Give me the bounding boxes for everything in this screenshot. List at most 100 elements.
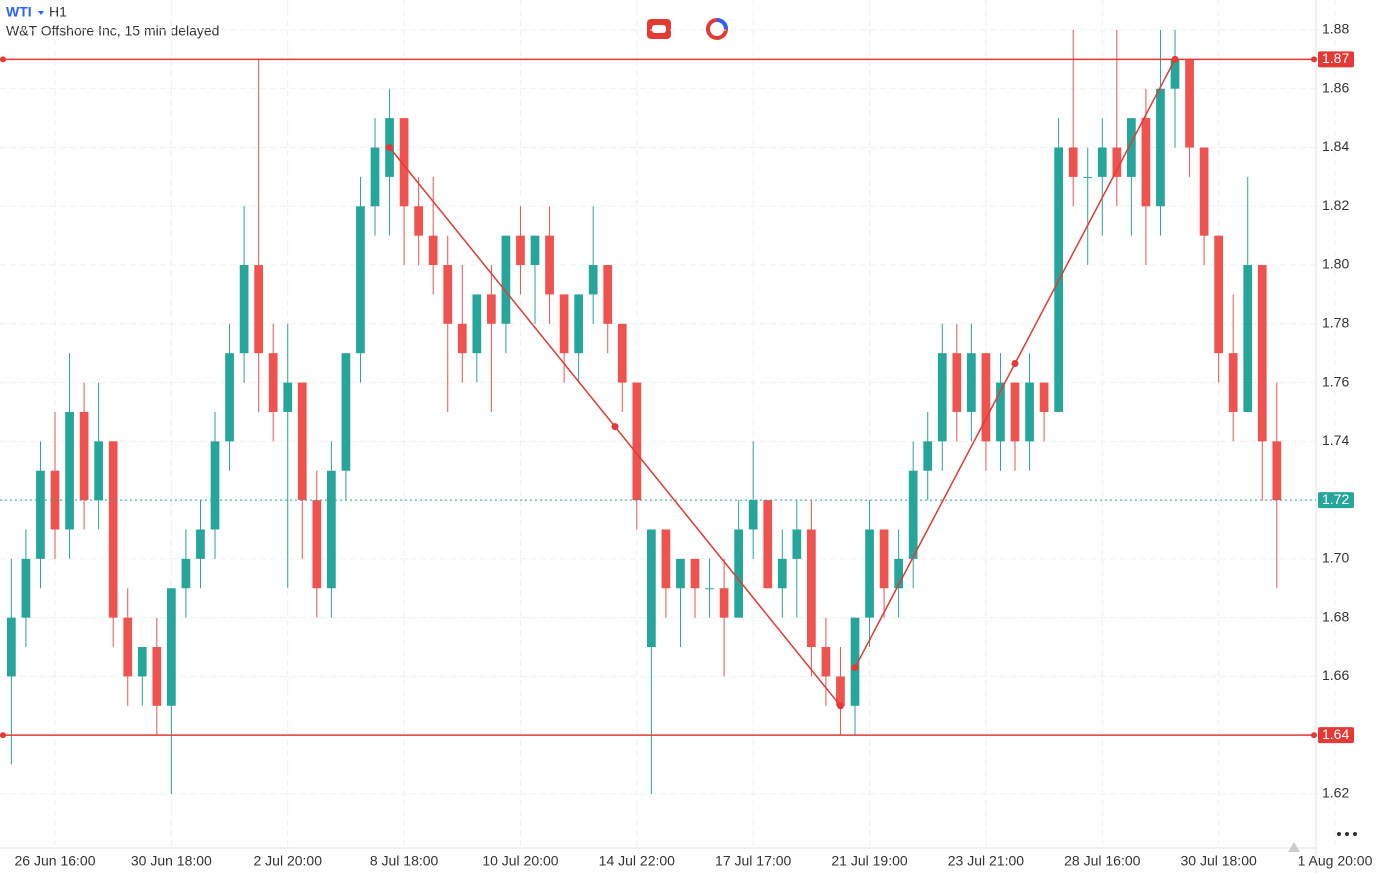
candle-body (719, 588, 729, 618)
x-tick-label: 30 Jul 18:00 (1180, 853, 1256, 869)
x-tick-label: 30 Jun 18:00 (131, 853, 212, 869)
y-tick-label: 1.76 (1322, 373, 1349, 389)
candle-body (414, 206, 424, 236)
x-tick-label: 10 Jul 20:00 (482, 853, 558, 869)
trend-midpoint (611, 423, 619, 431)
x-tick-label: 8 Jul 18:00 (370, 853, 439, 869)
more-menu[interactable] (1337, 832, 1357, 836)
clock-icon-arc (716, 18, 728, 30)
symbol[interactable]: WTI (6, 4, 32, 20)
trend-handle (851, 664, 859, 672)
candle-body (370, 147, 380, 207)
candle-body (937, 353, 947, 442)
x-tick-label: 28 Jul 16:00 (1064, 853, 1140, 869)
trend-handle (386, 144, 394, 152)
candle-body (734, 529, 744, 618)
candle-body (647, 529, 656, 648)
candle-body (327, 470, 336, 589)
candle-body (94, 441, 104, 501)
candle-body (908, 470, 918, 559)
candle-body (588, 265, 598, 295)
candle-body (1228, 353, 1238, 412)
candle-body (1214, 235, 1224, 354)
plot (0, 0, 1336, 848)
candle-body (865, 529, 874, 618)
candle-body (792, 529, 802, 559)
candle-body (850, 617, 860, 706)
candle-body (65, 411, 74, 530)
x-tick-label: 26 Jun 16:00 (15, 853, 96, 869)
candle-body (1272, 441, 1282, 501)
candle-body (7, 617, 16, 677)
candle-body (167, 588, 176, 706)
candle-body (1097, 147, 1107, 177)
candle-body (254, 265, 264, 354)
candle-body (108, 441, 118, 618)
candle-body (1068, 147, 1078, 177)
scroll-icon[interactable] (1288, 842, 1300, 852)
candle-body (821, 647, 831, 677)
candle-body (356, 206, 365, 354)
toolbar-icon-inner (652, 25, 666, 33)
x-tick-label: 17 Jul 17:00 (715, 853, 791, 869)
candle-body (341, 353, 351, 471)
candle-body (457, 323, 467, 354)
interval[interactable]: H1 (49, 4, 67, 20)
candle-body (1141, 118, 1151, 207)
candle-body (923, 441, 933, 471)
candle-body (487, 294, 496, 324)
candle-body (836, 676, 845, 706)
candle-body (312, 500, 322, 589)
candle-body (1112, 147, 1122, 177)
candle-body (1156, 88, 1165, 207)
y-tick-label: 1.62 (1322, 785, 1349, 801)
candle-body (123, 617, 133, 677)
candle-body (705, 588, 714, 590)
candle-body (225, 353, 234, 442)
x-tick-label: 2 Jul 20:00 (253, 853, 322, 869)
y-tick-label: 1.84 (1322, 138, 1349, 154)
candle-body (268, 353, 278, 412)
candle-body (36, 470, 45, 559)
candle-body (661, 529, 671, 589)
candle-body (181, 558, 191, 589)
last-price-label: 1.72 (1322, 491, 1349, 507)
candle-body (574, 294, 584, 354)
candle-body (1039, 382, 1049, 412)
candle-body (152, 647, 162, 706)
level-handle (1311, 56, 1317, 63)
level-handle (0, 56, 6, 63)
candle-body (1199, 147, 1209, 236)
y-tick-label: 1.88 (1322, 21, 1349, 37)
candle-body (239, 265, 249, 354)
y-tick-label: 1.74 (1322, 432, 1349, 448)
candle-body (1025, 382, 1034, 442)
level-label: 1.64 (1322, 726, 1349, 742)
candle-body (690, 558, 700, 589)
candle-body (632, 382, 642, 501)
candle-body (879, 529, 889, 589)
candle-body (996, 382, 1005, 442)
level-badge (1318, 727, 1354, 744)
candle-body (196, 529, 205, 559)
candle-body (297, 382, 307, 501)
candle-body (1185, 59, 1194, 148)
candle-body (1127, 118, 1136, 177)
trend-handle (836, 702, 844, 710)
candle-body (530, 235, 540, 266)
candle-body (501, 235, 511, 324)
candle-body (1010, 382, 1020, 442)
candle-body (443, 265, 453, 324)
x-tick-label: 21 Jul 19:00 (831, 853, 907, 869)
symbol-dropdown-icon[interactable] (38, 11, 44, 15)
candle-body (137, 647, 147, 677)
candle-body (283, 382, 293, 412)
x-tick-label: 14 Jul 22:00 (599, 853, 675, 869)
x-tick-label: 1 Aug 20:00 (1298, 853, 1373, 869)
candle-body (1243, 265, 1253, 412)
y-tick-label: 1.66 (1322, 667, 1349, 683)
y-tick-label: 1.78 (1322, 315, 1349, 331)
candle-body (617, 323, 627, 383)
